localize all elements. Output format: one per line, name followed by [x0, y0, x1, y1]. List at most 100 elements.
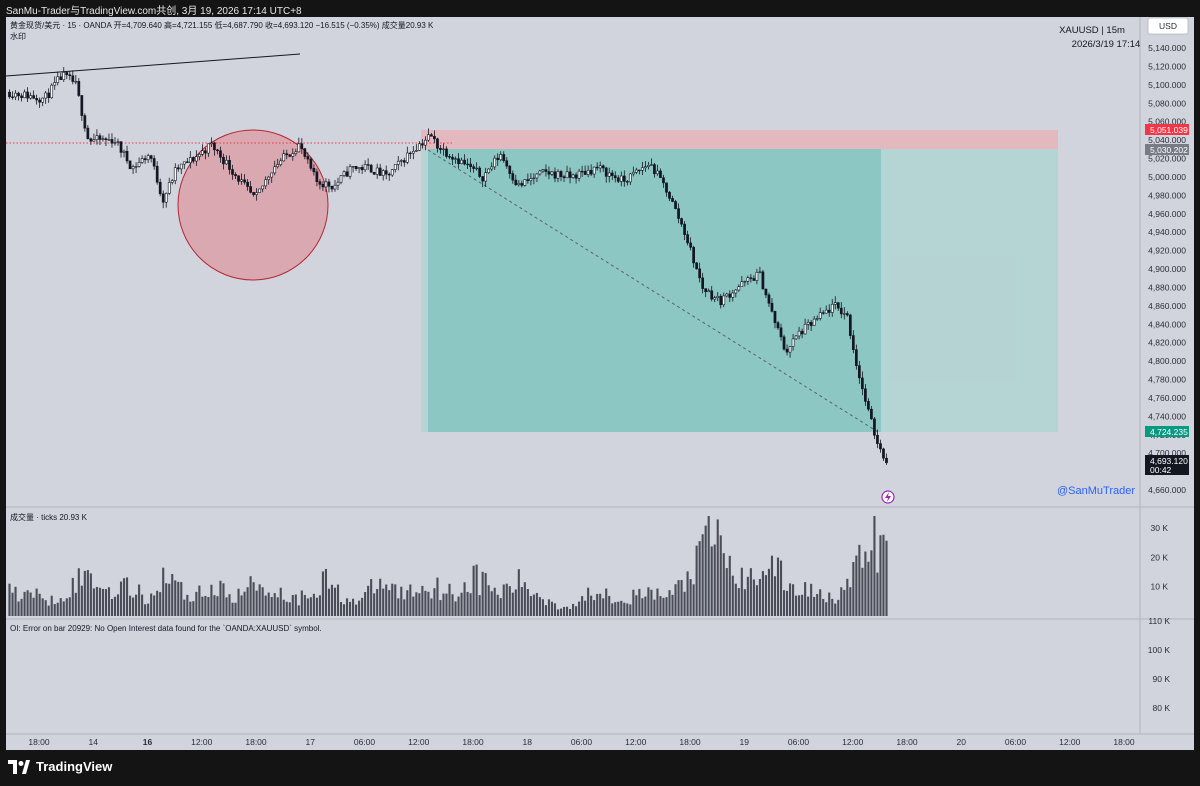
- candle-body: [788, 346, 792, 353]
- volume-bar: [834, 603, 837, 616]
- price-tick-label: 5,000.000: [1148, 172, 1186, 182]
- time-tick-label: 18:00: [462, 737, 484, 747]
- lightning-icon[interactable]: [881, 490, 895, 504]
- candle-body: [665, 182, 668, 193]
- highlight-circle[interactable]: [177, 129, 329, 281]
- volume-bar: [222, 583, 225, 616]
- volume-bar: [653, 599, 656, 616]
- candle-body: [92, 139, 96, 142]
- volume-bar: [641, 598, 644, 616]
- volume-bar: [556, 609, 560, 616]
- candle-body: [583, 170, 587, 175]
- candle-body: [553, 171, 557, 179]
- volume-bar: [138, 584, 141, 616]
- volume-bar: [529, 596, 532, 616]
- oi-tick-label: 100 K: [1148, 645, 1171, 655]
- candle-body: [427, 134, 430, 141]
- candle-body: [95, 135, 99, 140]
- volume-bar: [475, 564, 478, 616]
- volume-bar: [312, 593, 315, 616]
- candle-body: [487, 168, 491, 173]
- candle-body: [800, 330, 804, 335]
- volume-bar: [626, 603, 629, 616]
- candle-body: [222, 156, 225, 165]
- volume-bar: [472, 565, 475, 616]
- volume-bar: [716, 519, 719, 616]
- symbol-date: 2026/3/19 17:14: [1072, 39, 1141, 50]
- time-tick-label: 12:00: [1059, 737, 1081, 747]
- candle-body: [122, 150, 126, 153]
- oi-axis[interactable]: 110 K 100 K 90 K 80 K: [1148, 616, 1171, 713]
- volume-bar: [599, 593, 602, 616]
- candle-body: [44, 92, 48, 99]
- volume-bar: [828, 592, 831, 616]
- volume-bar: [541, 599, 544, 616]
- candle-body: [595, 166, 599, 169]
- volume-bar: [376, 589, 379, 616]
- candle-body: [442, 148, 445, 151]
- volume-axis[interactable]: 30 K 20 K 10 K: [1151, 523, 1169, 592]
- volume-bar: [297, 605, 300, 616]
- volume-bar: [734, 583, 737, 616]
- volume-bar: [638, 588, 641, 616]
- candle-body: [56, 76, 60, 83]
- time-axis[interactable]: 18:00 14 16 12:00 18:00 17 06:00 12:00 18:00 18 06…: [28, 737, 1135, 747]
- snapshot-title: SanMu-Trader与TradingView.com共创, 3月 19, 2…: [6, 6, 302, 17]
- candle-body: [170, 180, 174, 183]
- volume-bar: [86, 570, 89, 616]
- volume-bar: [544, 605, 547, 616]
- candle-body: [496, 157, 500, 161]
- currency-button[interactable]: [1147, 17, 1189, 35]
- volume-bar: [370, 579, 373, 616]
- candle-body: [125, 150, 129, 162]
- volume-bar: [773, 576, 777, 616]
- stop-loss-zone[interactable]: [421, 130, 1058, 149]
- author-handle: @SanMuTrader: [1057, 485, 1135, 497]
- volume-bar: [481, 571, 484, 616]
- time-tick-label: 12:00: [625, 737, 647, 747]
- volume-bar: [394, 584, 397, 616]
- volume-bar: [876, 572, 879, 616]
- tradingview-brand[interactable]: TradingView: [8, 759, 112, 774]
- volume-bar: [831, 598, 834, 616]
- candle-body: [309, 158, 313, 169]
- candle-body: [318, 181, 322, 185]
- volume-bar: [400, 586, 403, 616]
- candle-body: [14, 92, 17, 98]
- candle-body: [240, 179, 243, 182]
- dashed-projection-line[interactable]: [427, 149, 879, 433]
- candle-body: [836, 302, 840, 309]
- candle-body: [324, 181, 328, 188]
- volume-bar: [770, 555, 774, 616]
- volume-bar: [125, 577, 129, 616]
- candle-body: [384, 170, 388, 175]
- candle-body: [228, 160, 231, 170]
- candle-body: [357, 167, 361, 170]
- volume-bar: [56, 602, 59, 616]
- price-axis[interactable]: 5,140.000 5,120.000 5,100.000 5,080.000 5,06…: [1148, 43, 1186, 495]
- time-tick-label: 06:00: [354, 737, 376, 747]
- candle-body: [499, 154, 503, 161]
- volume-bar: [80, 585, 83, 616]
- candle-body: [261, 185, 265, 190]
- candle-body: [415, 150, 418, 152]
- volume-bar: [879, 535, 882, 616]
- volume-bar: [873, 516, 876, 616]
- volume-bar: [484, 573, 487, 616]
- profit-target-zone[interactable]: [421, 149, 1058, 432]
- volume-bar: [409, 584, 412, 616]
- candle-body: [188, 157, 192, 163]
- candle-body: [243, 179, 246, 183]
- top-bar: SanMu-Trader与TradingView.com共创, 3月 19, 2…: [0, 0, 1200, 17]
- candle-body: [767, 294, 771, 304]
- volume-tick-label: 30 K: [1151, 523, 1169, 533]
- volume-bar: [349, 601, 352, 616]
- price-tick-label: 4,880.000: [1148, 282, 1186, 292]
- volume-bar: [795, 595, 798, 616]
- volume-bar: [156, 590, 159, 616]
- volume-bar: [436, 577, 439, 616]
- volume-bar: [758, 578, 761, 616]
- trend-line[interactable]: [5, 53, 301, 77]
- volume-bar: [144, 604, 147, 616]
